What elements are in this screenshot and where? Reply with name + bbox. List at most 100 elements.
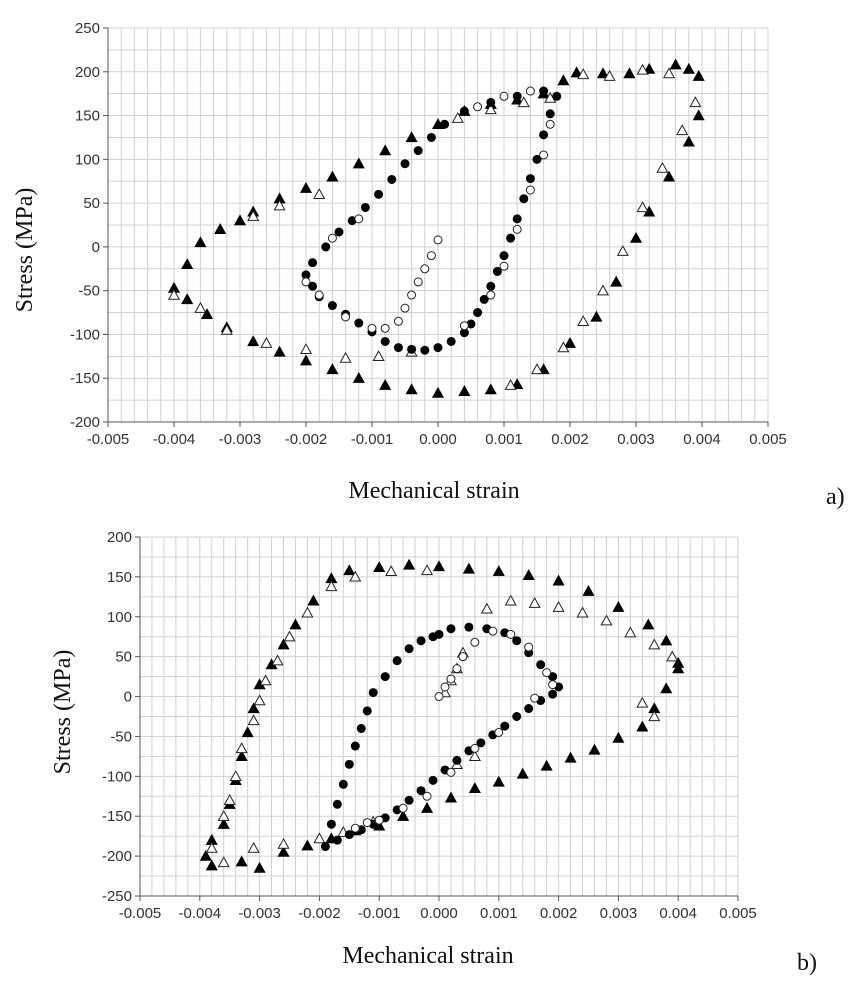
x-tick-label: 0.002 — [551, 431, 589, 448]
open-triangle-marker — [596, 284, 610, 296]
filled-circle-marker — [332, 835, 342, 845]
filled-circle-marker — [506, 233, 516, 243]
open-triangle-marker — [577, 68, 590, 80]
open-circle-marker — [473, 102, 483, 112]
open-triangle-marker — [600, 614, 613, 626]
open-triangle-marker — [194, 301, 207, 313]
filled-triangle-marker — [462, 562, 475, 574]
filled-triangle-marker — [235, 750, 248, 762]
filled-triangle-marker — [612, 731, 625, 743]
filled-circle-marker — [428, 775, 438, 785]
filled-triangle-marker — [247, 335, 260, 347]
filled-circle-marker — [387, 174, 397, 184]
filled-triangle-marker — [563, 336, 577, 348]
filled-circle-marker — [486, 97, 496, 107]
open-triangle-marker — [229, 770, 242, 781]
open-circle-marker — [525, 86, 535, 96]
filled-triangle-marker — [181, 258, 194, 270]
filled-circle-marker — [539, 130, 549, 140]
filled-circle-marker — [500, 721, 510, 731]
x-tick-label: -0.001 — [358, 905, 401, 922]
filled-triangle-marker — [326, 170, 339, 182]
x-tick-label: 0.005 — [749, 431, 787, 448]
open-circle-marker — [524, 642, 534, 652]
x-tick-label: -0.005 — [87, 431, 130, 448]
x-tick-label: 0.001 — [480, 905, 518, 922]
open-circle-marker — [301, 277, 311, 287]
y-tick-label: -100 — [102, 768, 132, 785]
filled-triangle-marker — [610, 275, 623, 287]
open-triangle-marker — [662, 67, 676, 79]
filled-circle-marker — [499, 251, 509, 261]
x-tick-label: 0.003 — [617, 431, 655, 448]
open-circle-marker — [407, 290, 417, 300]
grid-a — [107, 27, 769, 423]
filled-triangle-marker — [432, 560, 446, 572]
x-axis-label-a: Mechanical strain — [348, 478, 519, 504]
open-triangle-marker — [636, 201, 649, 213]
filled-triangle-marker — [397, 809, 410, 821]
filled-circle-marker — [392, 656, 402, 666]
open-circle-marker — [452, 664, 462, 674]
filled-triangle-marker — [277, 845, 290, 857]
open-triangle-marker — [530, 363, 544, 375]
filled-circle-marker — [321, 242, 331, 252]
open-triangle-marker — [273, 199, 286, 211]
open-triangle-marker — [484, 103, 497, 115]
filled-circle-marker — [512, 712, 522, 721]
open-triangle-marker — [636, 63, 649, 75]
x-tick-label: 0.000 — [419, 431, 457, 448]
filled-triangle-marker — [420, 802, 434, 813]
data-markers-a — [167, 58, 705, 398]
open-triangle-marker — [313, 832, 326, 844]
filled-triangle-marker — [253, 861, 266, 873]
filled-triangle-marker — [299, 354, 313, 366]
x-tick-label: -0.003 — [238, 905, 281, 922]
x-tick-label: -0.001 — [351, 431, 394, 448]
open-triangle-marker — [468, 750, 481, 762]
filled-triangle-marker — [273, 345, 286, 357]
y-tick-label: 0 — [124, 689, 132, 706]
filled-circle-marker — [433, 343, 443, 353]
open-triangle-marker — [247, 210, 260, 221]
filled-circle-marker — [416, 636, 426, 646]
open-triangle-marker — [666, 650, 679, 662]
filled-circle-marker — [440, 119, 450, 129]
open-circle-marker — [422, 791, 432, 801]
filled-circle-marker — [545, 109, 555, 119]
filled-triangle-marker — [484, 383, 497, 395]
filled-circle-marker — [459, 106, 469, 116]
y-axis-label-a: Stress (MPa) — [12, 188, 38, 313]
open-triangle-marker — [624, 626, 637, 638]
open-circle-marker — [512, 224, 522, 234]
open-triangle-marker — [648, 710, 661, 722]
open-triangle-marker — [247, 714, 260, 726]
filled-circle-marker — [400, 159, 410, 169]
open-triangle-marker — [576, 606, 589, 618]
filled-circle-marker — [552, 91, 562, 101]
filled-triangle-marker — [205, 859, 218, 871]
open-triangle-marker — [220, 323, 233, 335]
open-circle-marker — [362, 818, 372, 828]
open-circle-marker — [459, 321, 469, 331]
filled-triangle-marker — [636, 720, 649, 732]
open-circle-marker — [470, 637, 480, 647]
filled-triangle-marker — [642, 618, 655, 630]
filled-triangle-marker — [582, 585, 595, 596]
chart-a: -0.005 -0.004 -0.003 -0.002 -0.001 0.000 0.001… — [12, 20, 845, 510]
filled-circle-marker — [519, 194, 529, 204]
filled-triangle-marker — [660, 682, 673, 694]
x-tick-label: 0.003 — [600, 905, 638, 922]
filled-triangle-marker — [199, 849, 212, 861]
filled-triangle-marker — [233, 214, 247, 226]
open-circle-marker — [548, 680, 558, 690]
filled-triangle-marker — [352, 371, 365, 383]
open-circle-marker — [539, 150, 549, 160]
filled-circle-marker — [512, 91, 522, 101]
filled-triangle-marker — [692, 69, 705, 81]
open-triangle-marker — [325, 580, 338, 592]
open-triangle-marker — [299, 343, 313, 354]
filled-circle-marker — [393, 343, 403, 353]
open-triangle-marker — [451, 111, 464, 123]
y-tick-label: 50 — [83, 195, 100, 212]
